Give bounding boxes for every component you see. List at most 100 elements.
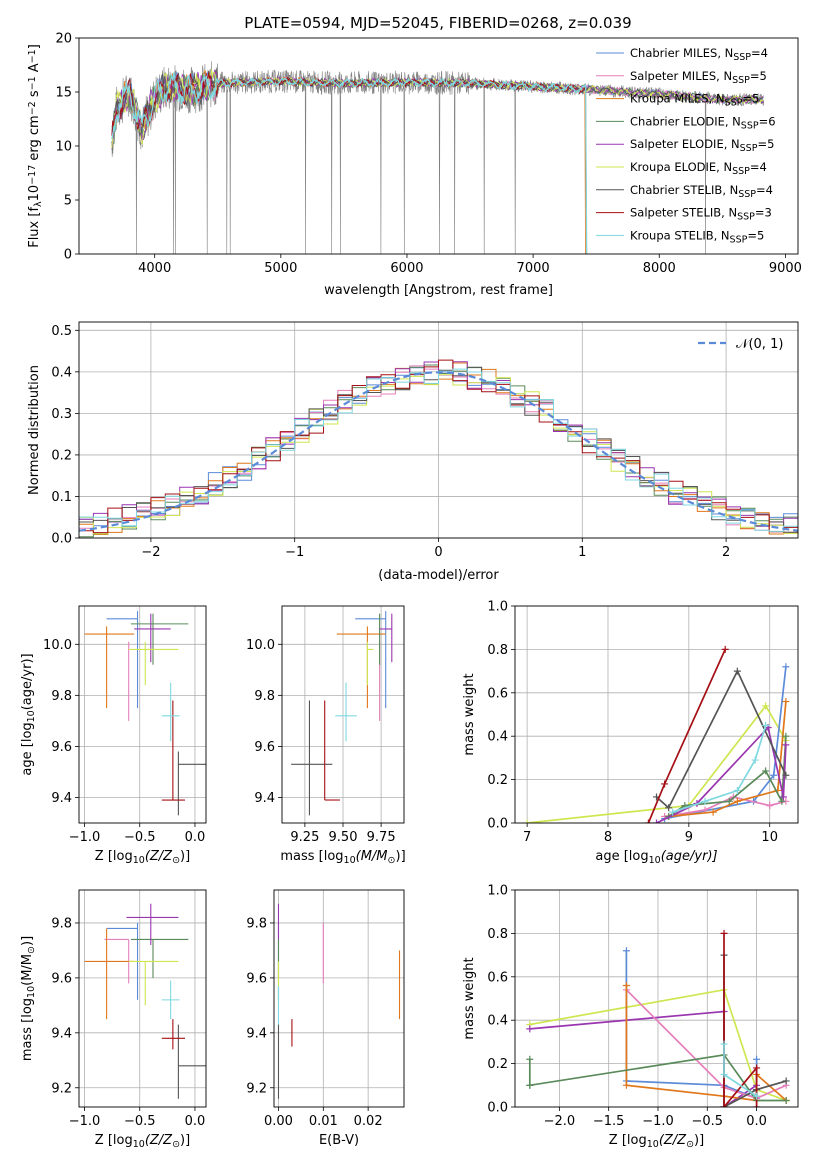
ytick-label: 15 <box>55 86 72 101</box>
weight-marker-chabrier_elodie <box>778 797 786 805</box>
legend-label-salpeter_miles: Salpeter MILES, NSSP=5 <box>630 69 767 86</box>
x-axis-label: Z [log10(Z/Z⊙)] <box>95 849 190 866</box>
weight-marker-kroupa_stelib <box>762 721 770 729</box>
weight-marker-chabrier_stelib <box>782 771 790 779</box>
axes-frame <box>78 321 799 539</box>
errorbar-salpeter_elodie <box>126 903 179 945</box>
y-axis-label: Normed distribution <box>27 365 42 495</box>
legend-label-salpeter_stelib: Salpeter STELIB, NSSP=3 <box>630 206 772 223</box>
ytick-label: 9.4 <box>51 1026 72 1041</box>
ytick-label: 5 <box>64 194 72 209</box>
weight-marker-chabrier_elodie <box>526 1055 534 1063</box>
ytick-label: 9.4 <box>51 791 72 806</box>
errorbar-chabrier_elodie <box>130 938 189 978</box>
weight-marker-salpeter_stelib <box>753 1103 761 1107</box>
weight-marker-chabrier_elodie <box>782 1096 790 1104</box>
legend-label-chabrier_stelib: Chabrier STELIB, NSSP=4 <box>630 183 773 200</box>
ytick-label: 9.6 <box>51 971 72 986</box>
weight-marker-salpeter_stelib <box>720 929 728 937</box>
weight-line-salpeter_miles <box>625 989 787 1100</box>
x-axis-label: age [log10(age/yr)] <box>595 849 717 866</box>
weight-marker-salpeter_elodie <box>653 819 660 823</box>
weight-marker-chabrier_stelib <box>782 1077 790 1085</box>
x-axis-label: mass [log10(M/M⊙)] <box>280 849 405 866</box>
ytick-label: 20 <box>55 32 72 47</box>
weight-line-chabrier_stelib <box>655 669 787 810</box>
xtick-label: 9.75 <box>367 830 396 845</box>
ytick-label: 0.1 <box>51 490 72 505</box>
errorbar-kroupa_elodie <box>128 641 179 686</box>
weight-marker-kroupa_stelib <box>751 756 759 764</box>
weight-line-kroupa_elodie <box>527 704 787 823</box>
plot-area-residuals <box>79 359 798 538</box>
xtick-label: −1 <box>285 545 304 560</box>
weight-marker-salpeter_stelib <box>661 780 669 788</box>
weight-marker-kroupa_stelib <box>701 797 709 805</box>
ytick-label: 1.0 <box>487 884 508 899</box>
errorbar-kroupa_stelib <box>161 980 180 1020</box>
x-axis-label: wavelength [Angstrom, rest frame] <box>324 283 553 298</box>
weight-marker-kroupa_miles <box>782 697 790 705</box>
axes-frame <box>78 889 207 1108</box>
ytick-label: 0.8 <box>487 643 508 658</box>
weight-marker-kroupa_miles <box>622 981 630 989</box>
figure-title: PLATE=0594, MJD=52045, FIBERID=0268, z=0… <box>244 14 631 32</box>
weight-marker-chabrier_miles <box>753 1055 761 1063</box>
weight-marker-kroupa_miles <box>709 808 717 816</box>
ytick-label: 0.0 <box>487 817 508 832</box>
x-axis-label: (data-model)/error <box>378 568 499 583</box>
weight-marker-chabrier_elodie <box>526 1081 534 1089</box>
normal-curve <box>79 371 798 532</box>
xtick-label: 0.0 <box>185 1114 206 1129</box>
weight-marker-kroupa_miles <box>733 797 741 805</box>
weight-marker-salpeter_stelib <box>721 645 729 653</box>
xtick-label: 0 <box>434 545 442 560</box>
weight-marker-salpeter_stelib <box>720 1103 728 1107</box>
ytick-label: 10 <box>55 140 72 155</box>
weight-line-chabrier_miles <box>664 666 787 820</box>
ytick-label: 1.0 <box>487 600 508 615</box>
plot-area-mass_vs_ebv <box>277 903 401 1099</box>
errorbar-kroupa_stelib <box>161 682 180 742</box>
axes-frame <box>281 605 405 824</box>
ytick-label: 0.8 <box>487 927 508 942</box>
weight-marker-chabrier_miles <box>622 947 630 955</box>
xtick-label: 1 <box>578 545 586 560</box>
y-axis-label: Flux [fλ10−17 erg cm−2 s−1 A−1] <box>27 44 44 248</box>
weight-marker-chabrier_elodie <box>725 797 733 805</box>
xtick-label: −1.0 <box>69 830 101 845</box>
weight-marker-kroupa_stelib <box>720 1040 728 1048</box>
xtick-label: 7000 <box>517 261 550 276</box>
y-axis-label: mass weight <box>462 957 477 1039</box>
plot-area-mass_vs_Z <box>84 903 206 1099</box>
weight-marker-salpeter_elodie <box>526 1025 534 1033</box>
xtick-label: −1.5 <box>593 1114 625 1129</box>
errorbar-chabrier_elodie <box>130 613 189 665</box>
weight-marker-chabrier_stelib <box>733 667 741 675</box>
legend-label-kroupa_elodie: Kroupa ELODIE, NSSP=4 <box>630 160 767 177</box>
errorbar-salpeter_elodie <box>134 613 171 663</box>
weight-marker-chabrier_miles <box>782 663 790 671</box>
errorbar-chabrier_stelib <box>291 700 333 816</box>
xtick-label: −0.5 <box>124 1114 156 1129</box>
xtick-label: 9.50 <box>329 830 358 845</box>
legend-label-normal: 𝒩(0, 1) <box>736 337 783 352</box>
xtick-label: −1.0 <box>69 1114 101 1129</box>
weight-marker-salpeter_stelib <box>753 1064 761 1072</box>
xtick-label: 9 <box>685 830 693 845</box>
xtick-label: 7 <box>523 830 531 845</box>
xtick-label: 6000 <box>390 261 423 276</box>
xtick-label: −2.0 <box>544 1114 576 1129</box>
ytick-label: 0.5 <box>51 324 72 339</box>
ytick-label: 0 <box>64 248 72 263</box>
axes-spectrum: 4000 5000 6000 7000 8000 9000 0 5 10 15 20 waveleng… <box>27 32 802 299</box>
plot-area-spectrum <box>111 61 765 254</box>
errorbar-chabrier_stelib <box>177 1024 206 1099</box>
errorbar-kroupa_miles <box>84 928 135 1020</box>
weight-marker-kroupa_stelib <box>753 1092 761 1100</box>
weight-marker-kroupa_stelib <box>669 808 677 816</box>
xtick-label: 9.25 <box>290 830 319 845</box>
xtick-label: −0.5 <box>691 1114 723 1129</box>
errorbar-salpeter_stelib <box>161 1019 186 1050</box>
axes-frame <box>514 605 799 824</box>
